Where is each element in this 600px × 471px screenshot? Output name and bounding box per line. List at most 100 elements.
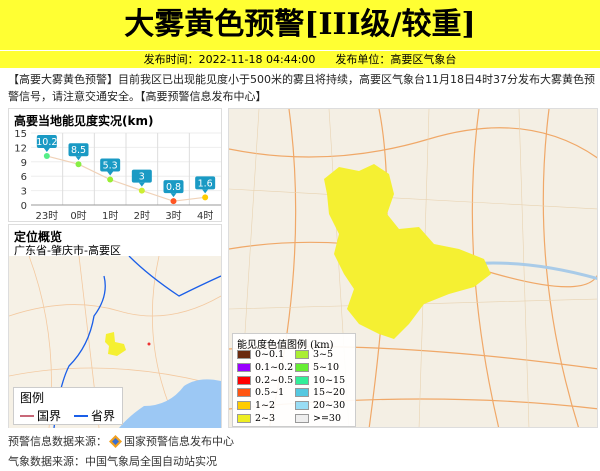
data-point[interactable] — [75, 161, 82, 168]
data-label-pointer — [138, 182, 145, 187]
province-border-swatch — [74, 414, 88, 417]
legend-swatch — [237, 401, 251, 411]
legend-swatch — [295, 362, 309, 372]
data-label-pointer — [75, 156, 82, 161]
warning-source: 预警信息数据来源： 国家预警信息发布中心 — [8, 433, 234, 449]
page-title: 大雾黄色预警[III级/较重] — [0, 0, 600, 50]
data-label: 0.8 — [166, 182, 181, 193]
legend-item: >=30 — [295, 413, 341, 424]
data-label-pointer — [107, 171, 114, 176]
legend-swatch — [237, 414, 251, 423]
data-label: 10.2 — [36, 137, 57, 148]
data-label-box — [131, 169, 152, 183]
data-point[interactable] — [43, 153, 50, 160]
overview-legend-title: 图例 — [20, 391, 45, 405]
series-line — [46, 155, 206, 202]
data-label-box — [195, 176, 216, 190]
legend-label: 3~5 — [313, 349, 334, 360]
data-point[interactable] — [138, 187, 145, 194]
data-point[interactable] — [202, 194, 209, 201]
legend-swatch — [237, 350, 251, 359]
data-label-pointer — [202, 189, 209, 194]
warning-region — [324, 164, 491, 339]
publish-info: 发布时间：2022-11-18 04:44:00 发布单位：高要区气象台 — [0, 50, 600, 68]
legend-national-border: 国界 — [20, 407, 61, 424]
visibility-chart: 0 3 6 9 12 15 23时 0时 1时 2时 3时 4时 10.2 8.5 5.3 3 0.8 1.6 — [14, 129, 221, 222]
chart-title: 高要当地能见度实况(km) — [14, 114, 154, 128]
legend-item: 1~2 — [237, 400, 275, 411]
legend-swatch — [237, 362, 251, 372]
location-region: 广东省-肇庆市-高要区 — [14, 244, 121, 257]
legend-item: 0.1~0.2 — [237, 362, 293, 373]
y-tick-label: 0 — [21, 201, 27, 212]
location-title: 定位概览 — [14, 230, 63, 244]
y-tick-label: 9 — [21, 158, 27, 169]
visibility-legend: 能见度色值图例 (km) 0~0.1 3~5 0.1~0.2 5~10 0.2~0.5 1… — [232, 333, 356, 427]
legend-label: 0~0.1 — [255, 349, 285, 360]
province-border-label: 省界 — [91, 409, 116, 423]
legend-label: 5~10 — [313, 361, 340, 373]
legend-label: 2~3 — [255, 413, 276, 424]
y-tick-label: 15 — [14, 129, 27, 140]
region-highlight — [105, 332, 126, 356]
data-point[interactable] — [107, 176, 114, 183]
legend-label: 1~2 — [255, 400, 276, 412]
legend-label: 10~15 — [313, 374, 346, 386]
legend-item: 5~10 — [295, 362, 339, 373]
data-label-pointer — [170, 193, 177, 198]
legend-swatch — [237, 388, 251, 398]
x-tick-label: 2时 — [134, 210, 150, 222]
y-tick-label: 6 — [21, 172, 27, 183]
x-tick-label: 1时 — [102, 210, 118, 222]
national-border-label: 国界 — [37, 409, 62, 423]
publish-time: 发布时间：2022-11-18 04:44:00 — [143, 53, 316, 66]
x-tick-label: 23时 — [35, 210, 58, 222]
visibility-chart-panel: 高要当地能见度实况(km) 0 3 6 9 12 15 23时 0时 1时 2时 3时 4时 10.2 8… — [8, 108, 222, 222]
legend-item: 2~3 — [237, 413, 275, 424]
legend-swatch — [295, 350, 309, 359]
legend-item: 0.2~0.5 — [237, 375, 293, 386]
x-tick-label: 3时 — [165, 210, 181, 222]
weather-source: 气象数据来源：中国气象局全国自动站实况 — [8, 455, 217, 468]
legend-label: 20~30 — [313, 400, 346, 412]
national-border-swatch — [20, 414, 34, 417]
legend-item: 15~20 — [295, 387, 345, 398]
warning-source-name: 国家预警信息发布中心 — [124, 435, 234, 448]
legend-item: 0~0.1 — [237, 349, 284, 360]
y-tick-label: 12 — [14, 143, 27, 154]
data-label-box — [100, 158, 121, 172]
legend-province-border: 省界 — [74, 407, 115, 424]
legend-label: 0.1~0.2 — [255, 361, 294, 373]
visibility-legend-title: 能见度色值图例 (km) — [237, 340, 334, 351]
legend-item: 10~15 — [295, 375, 345, 386]
legend-item: 0.5~1 — [237, 387, 284, 398]
data-label: 8.5 — [71, 145, 86, 156]
legend-item: 3~5 — [295, 349, 333, 360]
legend-item: 20~30 — [295, 400, 345, 411]
legend-swatch — [295, 388, 309, 398]
data-label: 5.3 — [103, 161, 118, 172]
detail-map[interactable]: 能见度色值图例 (km) 0~0.1 3~5 0.1~0.2 5~10 0.2~0.5 1… — [228, 108, 598, 428]
data-label: 3 — [139, 172, 145, 183]
legend-swatch — [295, 414, 309, 423]
data-point[interactable] — [170, 198, 177, 205]
warning-center-logo-icon — [109, 434, 122, 448]
y-tick-label: 3 — [21, 187, 27, 198]
location-panel: 定位概览 广东省-肇庆市-高要区 图例 国界 省界 — [8, 224, 222, 428]
legend-label: >=30 — [313, 413, 342, 424]
data-label-box — [36, 135, 57, 149]
legend-swatch — [295, 375, 309, 385]
data-label-box — [163, 180, 184, 194]
warning-source-label: 预警信息数据来源： — [8, 435, 107, 448]
data-label: 1.6 — [198, 178, 213, 189]
legend-label: 0.2~0.5 — [255, 374, 294, 386]
legend-swatch — [237, 375, 251, 385]
x-tick-label: 0时 — [70, 210, 86, 222]
publish-unit: 发布单位：高要区气象台 — [335, 53, 457, 66]
data-label-box — [68, 143, 89, 157]
data-label-pointer — [43, 148, 50, 153]
overview-legend: 图例 国界 省界 — [13, 387, 123, 425]
legend-label: 0.5~1 — [255, 387, 285, 399]
x-tick-label: 4时 — [197, 210, 213, 222]
legend-swatch — [295, 401, 309, 411]
